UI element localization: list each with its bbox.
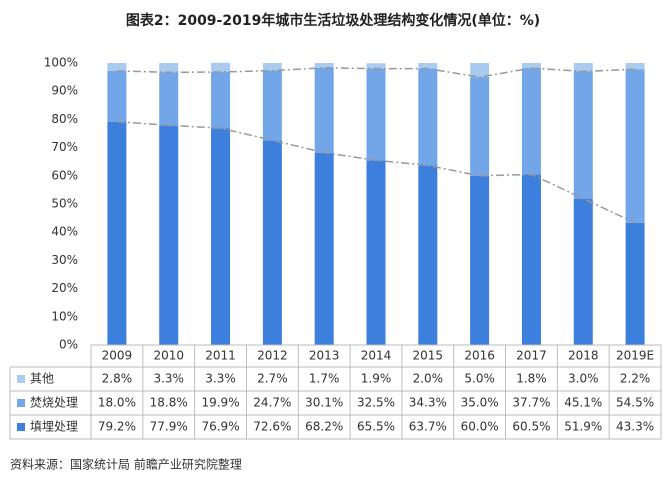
value-label: 76.9% (201, 420, 239, 434)
legend-label: 填埋处理 (30, 420, 78, 434)
value-label: 3.3% (205, 372, 236, 386)
y-tick-label: 30% (51, 253, 78, 267)
bar-segment (314, 152, 334, 345)
y-tick-label: 90% (51, 84, 78, 98)
y-tick-label: 20% (51, 281, 78, 295)
y-tick-label: 0% (59, 338, 78, 352)
bar-segment (262, 70, 282, 141)
chart-title: 图表2：2009-2019年城市生活垃圾处理结构变化情况(单位：%) (126, 12, 540, 29)
value-label: 68.2% (305, 420, 343, 434)
value-label: 2.7% (257, 372, 288, 386)
legend-swatch (17, 423, 25, 431)
legend-label: 其他 (30, 372, 54, 386)
x-tick-label: 2013 (309, 349, 340, 363)
bar-segment (107, 70, 127, 122)
bar-segment (418, 68, 438, 166)
value-label: 2.8% (102, 372, 133, 386)
x-tick-label: 2015 (413, 349, 444, 363)
bar-segment (211, 128, 231, 345)
trend-line (116, 120, 636, 224)
x-tick-label: 2011 (205, 349, 236, 363)
bar-segment (521, 174, 541, 345)
x-tick-label: 2010 (153, 349, 184, 363)
value-label: 30.1% (305, 396, 343, 410)
trend-line (116, 67, 636, 78)
value-label: 77.9% (150, 420, 188, 434)
value-label: 5.0% (464, 372, 495, 386)
x-tick-label: 2014 (361, 349, 392, 363)
value-label: 19.9% (201, 396, 239, 410)
bar-segment (625, 222, 645, 345)
value-label: 60.5% (512, 420, 550, 434)
bar-segment (625, 69, 645, 223)
value-label: 3.3% (153, 372, 184, 386)
value-label: 60.0% (461, 420, 499, 434)
bar-segment (418, 165, 438, 345)
value-label: 65.5% (357, 420, 395, 434)
value-label: 1.7% (309, 372, 340, 386)
legend-swatch (17, 375, 25, 383)
value-label: 51.9% (564, 420, 602, 434)
y-tick-label: 70% (51, 140, 78, 154)
bar-segment (262, 140, 282, 345)
bar-segment (211, 72, 231, 129)
source: 资料来源：国家统计局 前瞻产业研究院整理 (10, 457, 242, 472)
y-tick-label: 60% (51, 168, 78, 182)
bar-segment (262, 63, 282, 71)
value-label: 18.8% (150, 396, 188, 410)
value-label: 34.3% (409, 396, 447, 410)
value-label: 79.2% (98, 420, 136, 434)
y-tick-label: 50% (51, 197, 78, 211)
bar-segment (314, 67, 334, 153)
bar-segment (107, 121, 127, 345)
y-tick-label: 100% (44, 56, 78, 70)
value-label: 2.2% (620, 372, 651, 386)
value-label: 3.0% (568, 372, 599, 386)
x-tick-label: 2012 (257, 349, 288, 363)
bar-segment (366, 160, 386, 345)
x-tick-label: 2016 (464, 349, 495, 363)
x-tick-label: 2019E (616, 349, 654, 363)
bar-segment (159, 72, 179, 126)
bar-segment (366, 63, 386, 69)
y-tick-label: 80% (51, 112, 78, 126)
value-label: 1.8% (516, 372, 547, 386)
legend-label: 焚烧处理 (30, 396, 78, 410)
legend-swatch (17, 399, 25, 407)
y-tick-label: 40% (51, 225, 78, 239)
value-label: 32.5% (357, 396, 395, 410)
value-label: 63.7% (409, 420, 447, 434)
value-label: 43.3% (616, 420, 654, 434)
bar-segment (470, 77, 490, 176)
bar-segment (470, 175, 490, 345)
value-label: 45.1% (564, 396, 602, 410)
bar-segment (625, 63, 645, 70)
bar-segment (470, 63, 490, 78)
y-tick-label: 10% (51, 309, 78, 323)
bar-segment (521, 68, 541, 175)
x-tick-label: 2017 (516, 349, 547, 363)
bar-segment (521, 63, 541, 69)
bar-segment (159, 63, 179, 73)
bar-segment (366, 68, 386, 161)
value-label: 37.7% (512, 396, 550, 410)
bar-segment (314, 63, 334, 68)
value-label: 35.0% (461, 396, 499, 410)
bar-segment (573, 71, 593, 199)
bar-segment (573, 63, 593, 72)
bar-segment (107, 63, 127, 71)
bar-segment (573, 198, 593, 345)
value-label: 18.0% (98, 396, 136, 410)
value-label: 1.9% (361, 372, 392, 386)
bar-segment (418, 63, 438, 69)
value-label: 72.6% (253, 420, 291, 434)
value-label: 54.5% (616, 396, 654, 410)
bar-segment (211, 62, 231, 73)
value-label: 2.0% (413, 372, 444, 386)
value-label: 24.7% (253, 396, 291, 410)
x-tick-label: 2018 (568, 349, 599, 363)
bar-segment (159, 125, 179, 346)
x-tick-label: 2009 (102, 349, 133, 363)
